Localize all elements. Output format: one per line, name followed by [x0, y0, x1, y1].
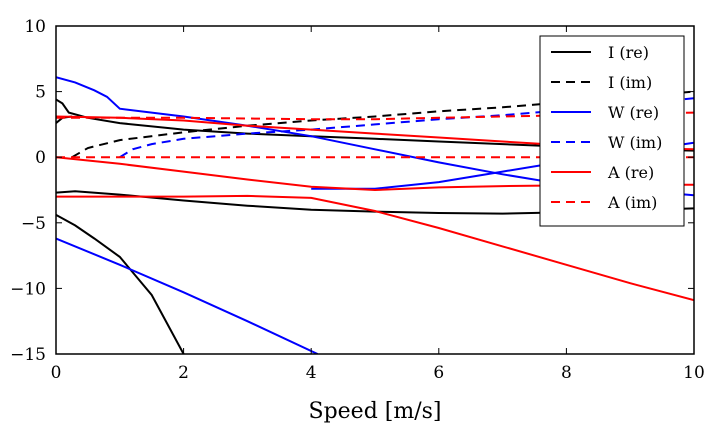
x-axis-label: Speed [m/s]	[309, 399, 442, 424]
y-tick-label: −15	[10, 345, 46, 365]
legend-label-a-im: A (im)	[607, 193, 657, 212]
y-tick-label: −5	[21, 214, 46, 234]
plot-frame	[55, 25, 695, 355]
y-tick-label: −10	[10, 279, 46, 299]
x-tick-label: 4	[306, 363, 317, 383]
ticks-layer: 0 2 4 6 8 10 10 5 0 −5 −10 −15	[10, 17, 705, 383]
series-line-w-im-8	[119, 97, 694, 159]
legend-label-a-re: A (re)	[607, 163, 654, 182]
series-line-a-re-11	[56, 194, 694, 302]
legend-label-w-re: W (re)	[608, 103, 659, 122]
legend-box	[539, 35, 685, 227]
legend-label-w-im: W (im)	[608, 133, 662, 152]
y-tick-label: 10	[24, 17, 46, 37]
y-tick-label: 5	[35, 83, 46, 103]
x-tick-label: 2	[178, 363, 189, 383]
series-line-i-re-2	[56, 214, 185, 354]
legend-label-i-re: I (re)	[608, 43, 649, 62]
legend: I (re) I (im) W (re) W (im) A (re) A (im)	[539, 35, 685, 227]
x-tick-label: 10	[683, 363, 705, 383]
x-tick-label: 8	[561, 363, 572, 383]
legend-label-i-im: I (im)	[608, 73, 652, 92]
series-line-w-re-6	[56, 237, 319, 354]
x-tick-label: 0	[51, 363, 62, 383]
y-tick-label: 0	[35, 148, 46, 168]
x-tick-label: 6	[433, 363, 444, 383]
